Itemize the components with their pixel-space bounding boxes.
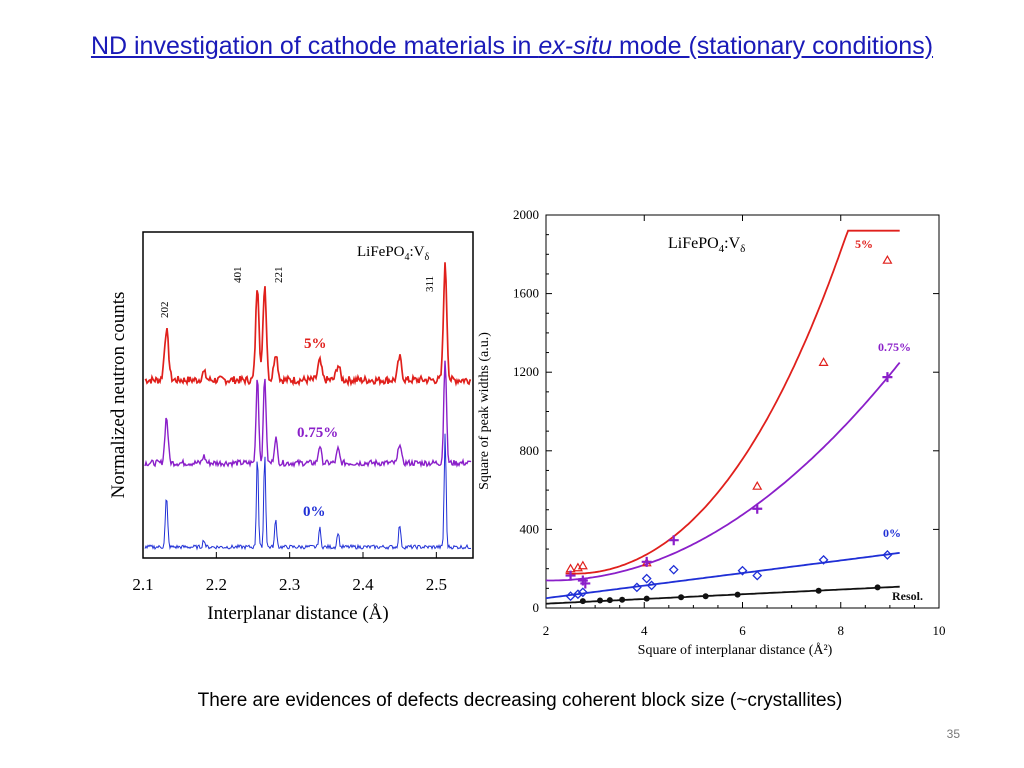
pw-y-tick-label: 400 [520,521,540,536]
peak-width-axis-ticks: 2 4 6 8 10 0 400 800 1200 1600 2000 [513,207,946,638]
series-label-075pct: 0.75% [297,425,338,441]
diffraction-x-axis-label: Interplanar distance (Å) [207,603,388,624]
pw-point-075pct [565,570,576,581]
peak-width-fit-lines [545,229,901,605]
diffraction-chart: 2.1 2.2 2.3 2.4 2.5 202 401 221 311 LiFePO4:… [108,231,474,624]
pw-y-tick-label: 0 [533,600,540,615]
peak-width-x-axis-label: Square of interplanar distance (Å²) [638,642,833,658]
pw-point-0pct [818,554,829,565]
peak-width-y-axis-label: Square of peak widths (a.u.) [477,332,492,490]
pw-series-label-0pct: 0% [883,526,901,540]
fit-curve-5pct [565,229,900,575]
pw-point-0pct [646,580,657,591]
diffraction-trace-075pct [144,360,472,469]
fit-line-0pct [545,552,900,600]
diffraction-x-tick-label: 2.3 [279,575,300,594]
pw-series-label-5pct: 5% [855,237,873,251]
diffraction-trace-5pct [144,262,472,387]
pw-point-resol [815,587,822,594]
pw-x-tick-label: 8 [838,623,845,638]
pw-x-tick-label: 10 [933,623,946,638]
pw-point-resol [579,598,586,605]
pw-point-resol [678,594,685,601]
pw-point-5pct [882,254,893,264]
pw-point-5pct [752,480,763,490]
diffraction-plot-frame [142,231,474,559]
diffraction-peak-label-311: 311 [424,276,436,292]
pw-x-tick-label: 2 [543,623,550,638]
pw-point-0pct [565,591,576,602]
pw-y-tick-label: 800 [520,443,540,458]
pw-point-075pct [580,578,591,589]
diffraction-trace-0pct [144,433,472,551]
pw-point-resol [734,591,741,598]
series-label-0pct: 0% [303,504,326,520]
pw-point-075pct [668,535,679,546]
pw-point-resol [619,596,626,603]
pw-point-0pct [641,573,652,584]
diffraction-y-axis-label: Normalized neutron counts [108,292,129,499]
diffraction-peak-label-401: 401 [232,267,244,284]
pw-point-0pct [752,570,763,581]
fit-line-resol [545,585,900,605]
pw-point-0pct [577,587,588,598]
pw-point-075pct [641,556,652,567]
diffraction-traces [144,262,472,551]
peak-width-plot-frame [545,214,940,609]
diffraction-peak-label-221: 221 [273,267,285,284]
pw-point-0pct [668,564,679,575]
pw-point-075pct [882,372,893,383]
pw-point-0pct [737,565,748,576]
pw-y-tick-label: 1200 [513,364,539,379]
pw-point-resol [606,597,613,604]
pw-point-resol [702,593,709,600]
pw-point-075pct [752,503,763,514]
pw-series-label-resol: Resol. [892,589,923,603]
pw-point-resol [597,597,604,604]
pw-x-tick-label: 6 [739,623,746,638]
pw-x-tick-label: 4 [641,623,648,638]
pw-series-label-075pct: 0.75% [878,340,911,354]
pw-point-resol [874,584,881,591]
pw-point-0pct [882,550,893,560]
pw-point-0pct [573,589,583,600]
diffraction-x-tick-label: 2.5 [426,575,447,594]
pw-point-resol [643,595,650,602]
slide-title: ND investigation of cathode materials in… [90,32,934,60]
slide-number: 35 [946,727,960,741]
diffraction-x-tick-label: 2.1 [132,575,153,594]
fit-curve-075pct [545,362,901,582]
diffraction-x-tick-label: 2.2 [206,575,227,594]
diffraction-xticks: 2.1 2.2 2.3 2.4 2.5 [132,552,447,594]
series-label-5pct: 5% [304,336,327,352]
pw-y-tick-label: 1600 [513,286,539,301]
pw-point-0pct [631,582,642,593]
diffraction-peak-label-202: 202 [159,302,171,319]
pw-y-tick-label: 2000 [513,207,539,222]
diffraction-x-tick-label: 2.4 [352,575,374,594]
pw-point-5pct [577,560,588,570]
diffraction-inset-label: LiFePO4:Vδ [357,244,430,263]
pw-point-5pct [818,357,829,366]
peak-width-inset-label: LiFePO4:Vδ [668,235,745,255]
slide-caption: There are evidences of defects decreasin… [197,690,843,711]
peak-width-data-points [565,254,893,605]
